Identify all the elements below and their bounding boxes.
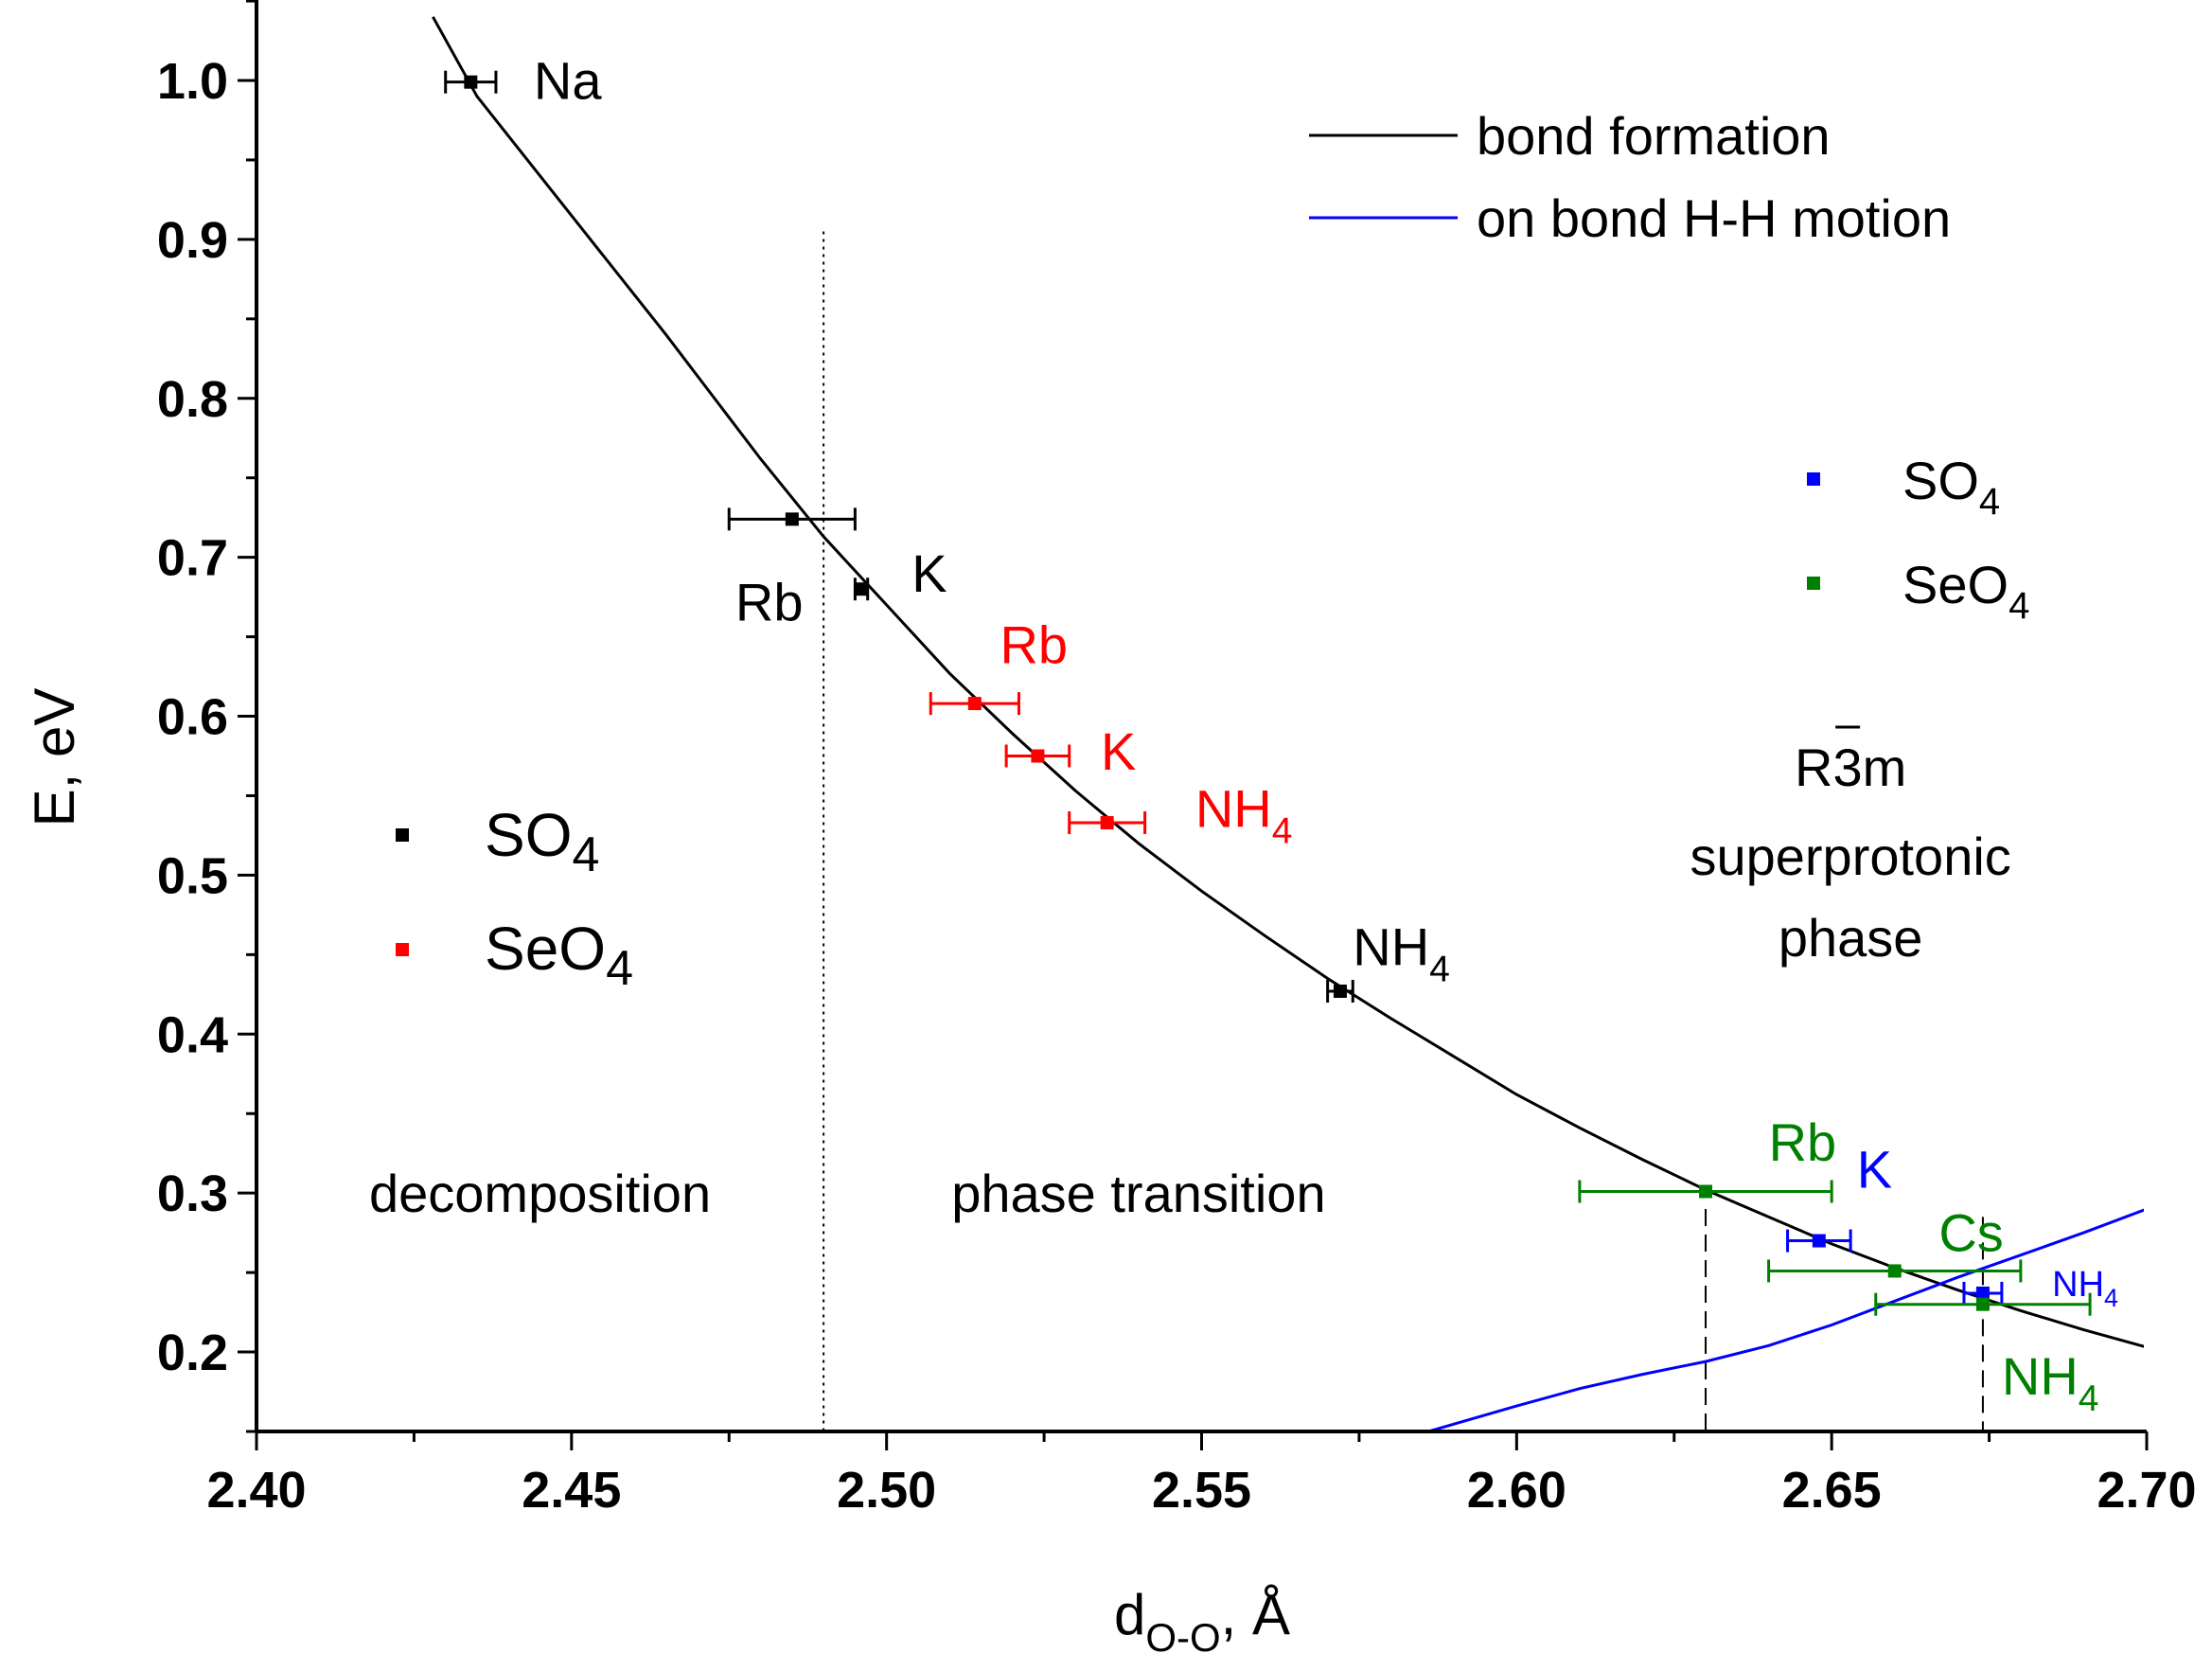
legend-label-bond-formation: bond formation xyxy=(1477,106,1831,166)
x-tick-label-2: 2.50 xyxy=(837,1462,936,1519)
point-label-k-2: K xyxy=(911,543,947,603)
point-seo4-i-rb-marker xyxy=(967,697,982,711)
point-seo4-ii-rb-marker xyxy=(1699,1184,1713,1199)
curve-bond-formation xyxy=(432,16,2144,1348)
point-label-k-8: K xyxy=(1857,1140,1892,1200)
x-tick-label-3: 2.55 xyxy=(1152,1462,1251,1519)
legend-marker-so4-black xyxy=(396,828,409,842)
x-tick-label-6: 2.70 xyxy=(2097,1462,2196,1519)
x-axis-title-tail: , Å xyxy=(1221,1583,1290,1646)
point-so4-i-nh4-marker xyxy=(1333,984,1347,998)
point-label-rb-1: Rb xyxy=(735,572,804,631)
point-so4-ii-k-marker xyxy=(1812,1234,1826,1248)
x-axis-title: dO-O, Å xyxy=(1114,1583,1290,1660)
x-tick-label-1: 2.45 xyxy=(522,1462,621,1519)
legend-markers-right: SO4 SeO4 xyxy=(1807,451,2029,627)
region-label-phase-transition: phase transition xyxy=(951,1164,1325,1223)
point-seo4-ii-cs-marker xyxy=(1887,1264,1902,1278)
point-label-k-5: K xyxy=(1101,721,1136,781)
y-axis-title: E, eV xyxy=(23,688,86,827)
phase-label-phase: phase xyxy=(1778,908,1923,968)
point-seo4-i-k-marker xyxy=(1031,749,1045,763)
x-tick-label-5: 2.65 xyxy=(1782,1462,1882,1519)
y-tick-label-1: 0.3 xyxy=(157,1165,228,1222)
y-tick-label-8: 1.0 xyxy=(157,53,228,110)
legend-marker-so4-blue xyxy=(1807,472,1820,486)
x-tick-label-4: 2.60 xyxy=(1467,1462,1566,1519)
point-label-nh4-10: NH4 xyxy=(2052,1265,2118,1312)
x-axis-title-sub: O-O xyxy=(1145,1615,1220,1660)
phase-label-symmetry: R3m xyxy=(1795,738,1906,797)
phase-label: R3m superprotonic phase xyxy=(1690,725,2011,968)
y-tick-label-2: 0.4 xyxy=(157,1006,228,1063)
y-tick-label-0: 0.2 xyxy=(157,1324,228,1381)
y-tick-label-5: 0.7 xyxy=(157,530,228,587)
phase-label-superprotonic: superprotonic xyxy=(1690,827,2010,886)
y-tick-label-4: 0.6 xyxy=(157,689,228,746)
curve-on-bond-h-h-motion xyxy=(1427,1208,2144,1431)
legend-label-hh-motion: on bond H-H motion xyxy=(1477,188,1951,248)
point-label-nh4-6: NH4 xyxy=(1195,779,1293,852)
point-so4-ii-nh4-marker xyxy=(1975,1286,1990,1300)
legend-label-so4-blue: SO4 xyxy=(1902,451,2000,523)
point-label-cs-9: Cs xyxy=(1938,1203,2003,1263)
legend-marker-seo4-red xyxy=(396,943,409,956)
point-label-nh4-3: NH4 xyxy=(1353,917,1450,990)
x-axis-title-main: d xyxy=(1114,1583,1145,1646)
point-label-nh4-11: NH4 xyxy=(2002,1346,2099,1419)
region-label-decomposition: decomposition xyxy=(369,1164,711,1223)
point-seo4-ii-nh4-marker xyxy=(1975,1297,1990,1311)
y-tick-label-7: 0.9 xyxy=(157,212,228,269)
reference-lines xyxy=(823,231,1984,1431)
point-label-rb-7: Rb xyxy=(1769,1112,1837,1172)
point-so4-i-rb-marker xyxy=(785,512,799,526)
curves xyxy=(432,16,2144,1431)
data-points xyxy=(444,70,2092,1316)
legend-label-seo4-red: SeO4 xyxy=(485,915,633,996)
y-tick-label-3: 0.5 xyxy=(157,847,228,904)
legend-markers-left: SO4 SeO4 xyxy=(396,801,633,996)
y-tick-label-6: 0.8 xyxy=(157,371,228,428)
x-tick-label-0: 2.40 xyxy=(206,1462,306,1519)
point-so4-i-k-marker xyxy=(855,582,869,596)
point-label-na-0: Na xyxy=(534,51,602,111)
legend-lines: bond formation on bond H-H motion xyxy=(1309,106,1951,248)
axis-ticks: 2.40 2.45 2.50 2.55 2.60 2.65 2.70 0.2 0.3 0.4 0.5… xyxy=(157,0,2197,1519)
legend-label-seo4-green: SeO4 xyxy=(1902,555,2029,627)
legend-marker-seo4-green xyxy=(1807,577,1820,590)
point-so4-i-na-marker xyxy=(464,75,478,89)
point-label-rb-4: Rb xyxy=(1000,615,1068,675)
legend-label-so4-black: SO4 xyxy=(485,801,599,882)
point-seo4-i-nh4-marker xyxy=(1100,816,1114,830)
point-labels: Na Rb K NH4 Rb K NH4 Rb K Cs NH4 NH4 xyxy=(534,51,2118,1419)
